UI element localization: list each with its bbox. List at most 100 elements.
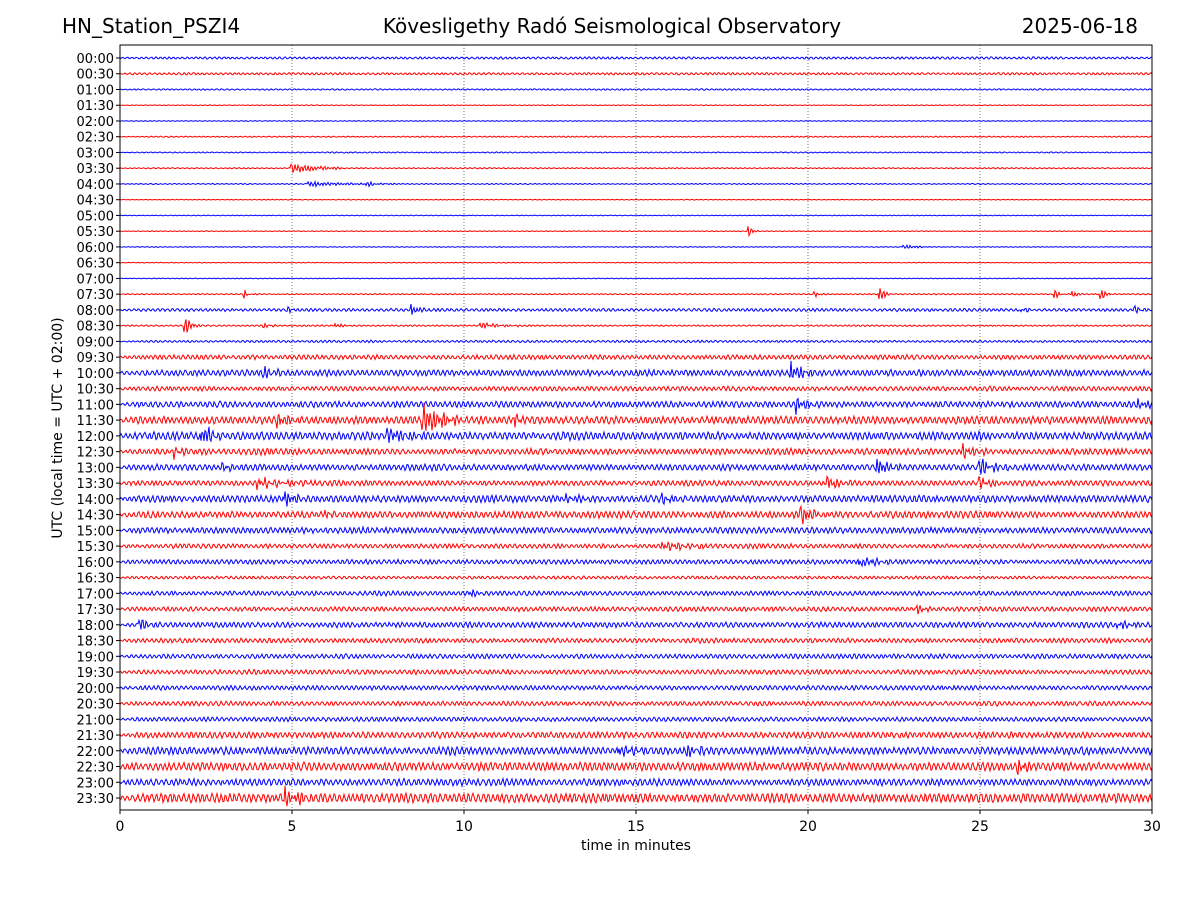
trace-2030: [119, 699, 1153, 708]
y-tick-label: 10:00: [77, 367, 114, 382]
y-tick-label: 02:00: [77, 115, 114, 130]
trace-0730: [119, 288, 1153, 300]
trace-1830: [119, 636, 1153, 645]
y-axis-label: UTC (local time = UTC + 02:00): [50, 317, 66, 538]
y-tick-label: 10:30: [77, 383, 114, 398]
trace-0400: [119, 179, 1153, 188]
x-tick-label: 5: [288, 819, 297, 835]
trace-0700: [119, 277, 1153, 280]
trace-0300: [119, 151, 1153, 154]
trace-1530: [119, 541, 1153, 552]
trace-0030: [119, 71, 1153, 76]
y-tick-label: 04:00: [77, 178, 114, 193]
trace-1800: [119, 618, 1153, 630]
x-axis-label: time in minutes: [581, 838, 691, 854]
y-tick-label: 15:30: [77, 540, 114, 555]
y-tick-label: 00:30: [77, 68, 114, 83]
observatory-title: Kövesligethy Radó Seismological Observat…: [382, 14, 842, 38]
x-tick-label: 25: [971, 819, 989, 835]
y-tick-label: 22:00: [77, 745, 114, 760]
y-tick-label: 14:30: [77, 509, 114, 524]
trace-0900: [119, 339, 1153, 344]
trace-0800: [119, 304, 1153, 315]
trace-0630: [119, 261, 1152, 264]
y-tick-label: 21:30: [77, 729, 114, 744]
trace-0230: [119, 135, 1152, 138]
y-tick-label: 07:30: [77, 288, 114, 303]
y-tick-label: 11:00: [77, 398, 114, 413]
x-axis-ticks: 0 5 10 15 20 25 30: [116, 810, 1161, 835]
trace-0530: [119, 226, 1152, 238]
y-tick-label: 22:30: [77, 761, 114, 776]
y-tick-label: 18:00: [77, 619, 114, 634]
trace-1930: [119, 668, 1153, 676]
station-title: HN_Station_PSZI4: [62, 14, 241, 38]
y-tick-label: 12:30: [77, 446, 114, 461]
trace-0930: [120, 353, 1153, 362]
trace-0430: [119, 198, 1153, 201]
y-tick-label: 02:30: [77, 131, 114, 146]
trace-0500: [119, 214, 1153, 217]
trace-0830: [119, 319, 1153, 333]
trace-2200: [119, 744, 1153, 758]
trace-0000: [119, 56, 1152, 61]
trace-0130: [119, 104, 1153, 107]
grid-lines: [291, 45, 981, 810]
trace-1030: [119, 385, 1153, 393]
trace-0100: [119, 88, 1153, 91]
y-tick-label: 04:30: [77, 194, 114, 209]
trace-0200: [120, 119, 1153, 122]
trace-1100: [119, 397, 1153, 415]
y-tick-label: 03:00: [77, 146, 114, 161]
y-tick-label: 01:00: [77, 83, 114, 98]
y-tick-label: 05:00: [77, 209, 114, 224]
y-tick-label: 07:00: [77, 272, 114, 287]
trace-1000: [119, 360, 1153, 379]
date-title: 2025-06-18: [1021, 14, 1138, 38]
trace-2100: [119, 715, 1153, 723]
y-tick-label: 19:00: [77, 650, 114, 665]
y-tick-label: 23:30: [77, 792, 114, 807]
trace-0330: [119, 163, 1153, 174]
y-tick-label: 17:30: [77, 603, 114, 618]
trace-1300: [119, 458, 1153, 475]
seismic-traces: [119, 56, 1153, 807]
y-tick-label: 09:30: [77, 351, 114, 366]
y-tick-label: 09:00: [77, 335, 114, 350]
x-tick-label: 30: [1143, 819, 1161, 835]
trace-1430: [119, 504, 1153, 525]
y-tick-label: 16:00: [77, 556, 114, 571]
y-tick-label: 15:00: [77, 524, 114, 539]
plot-frame: [119, 44, 1153, 811]
y-tick-label: 18:30: [77, 635, 114, 650]
x-tick-label: 20: [799, 819, 817, 835]
trace-1400: [119, 491, 1153, 507]
y-tick-label: 19:30: [77, 666, 114, 681]
trace-1330: [119, 474, 1153, 491]
y-tick-label: 08:00: [77, 304, 114, 319]
trace-2130: [119, 730, 1153, 741]
trace-1900: [119, 652, 1153, 660]
y-tick-label: 05:30: [77, 225, 114, 240]
y-tick-label: 20:00: [77, 682, 114, 697]
trace-1230: [119, 443, 1153, 460]
y-tick-label: 06:30: [77, 257, 114, 272]
x-tick-label: 15: [627, 819, 645, 835]
y-tick-label: 21:00: [77, 713, 114, 728]
trace-1630: [119, 575, 1153, 581]
y-axis-ticks: 00:0000:3001:0001:3002:0002:3003:0003:30…: [77, 52, 120, 807]
y-tick-label: 00:00: [77, 52, 114, 67]
y-tick-label: 13:00: [77, 461, 114, 476]
y-tick-label: 03:30: [77, 162, 114, 177]
trace-0600: [119, 243, 1153, 250]
trace-1200: [119, 426, 1153, 443]
trace-2230: [119, 759, 1153, 775]
y-tick-label: 08:30: [77, 320, 114, 335]
trace-2300: [119, 776, 1153, 788]
trace-2330: [119, 785, 1153, 807]
y-tick-label: 14:00: [77, 493, 114, 508]
y-tick-label: 23:00: [77, 776, 114, 791]
trace-1500: [119, 524, 1153, 536]
y-tick-label: 01:30: [77, 99, 114, 114]
